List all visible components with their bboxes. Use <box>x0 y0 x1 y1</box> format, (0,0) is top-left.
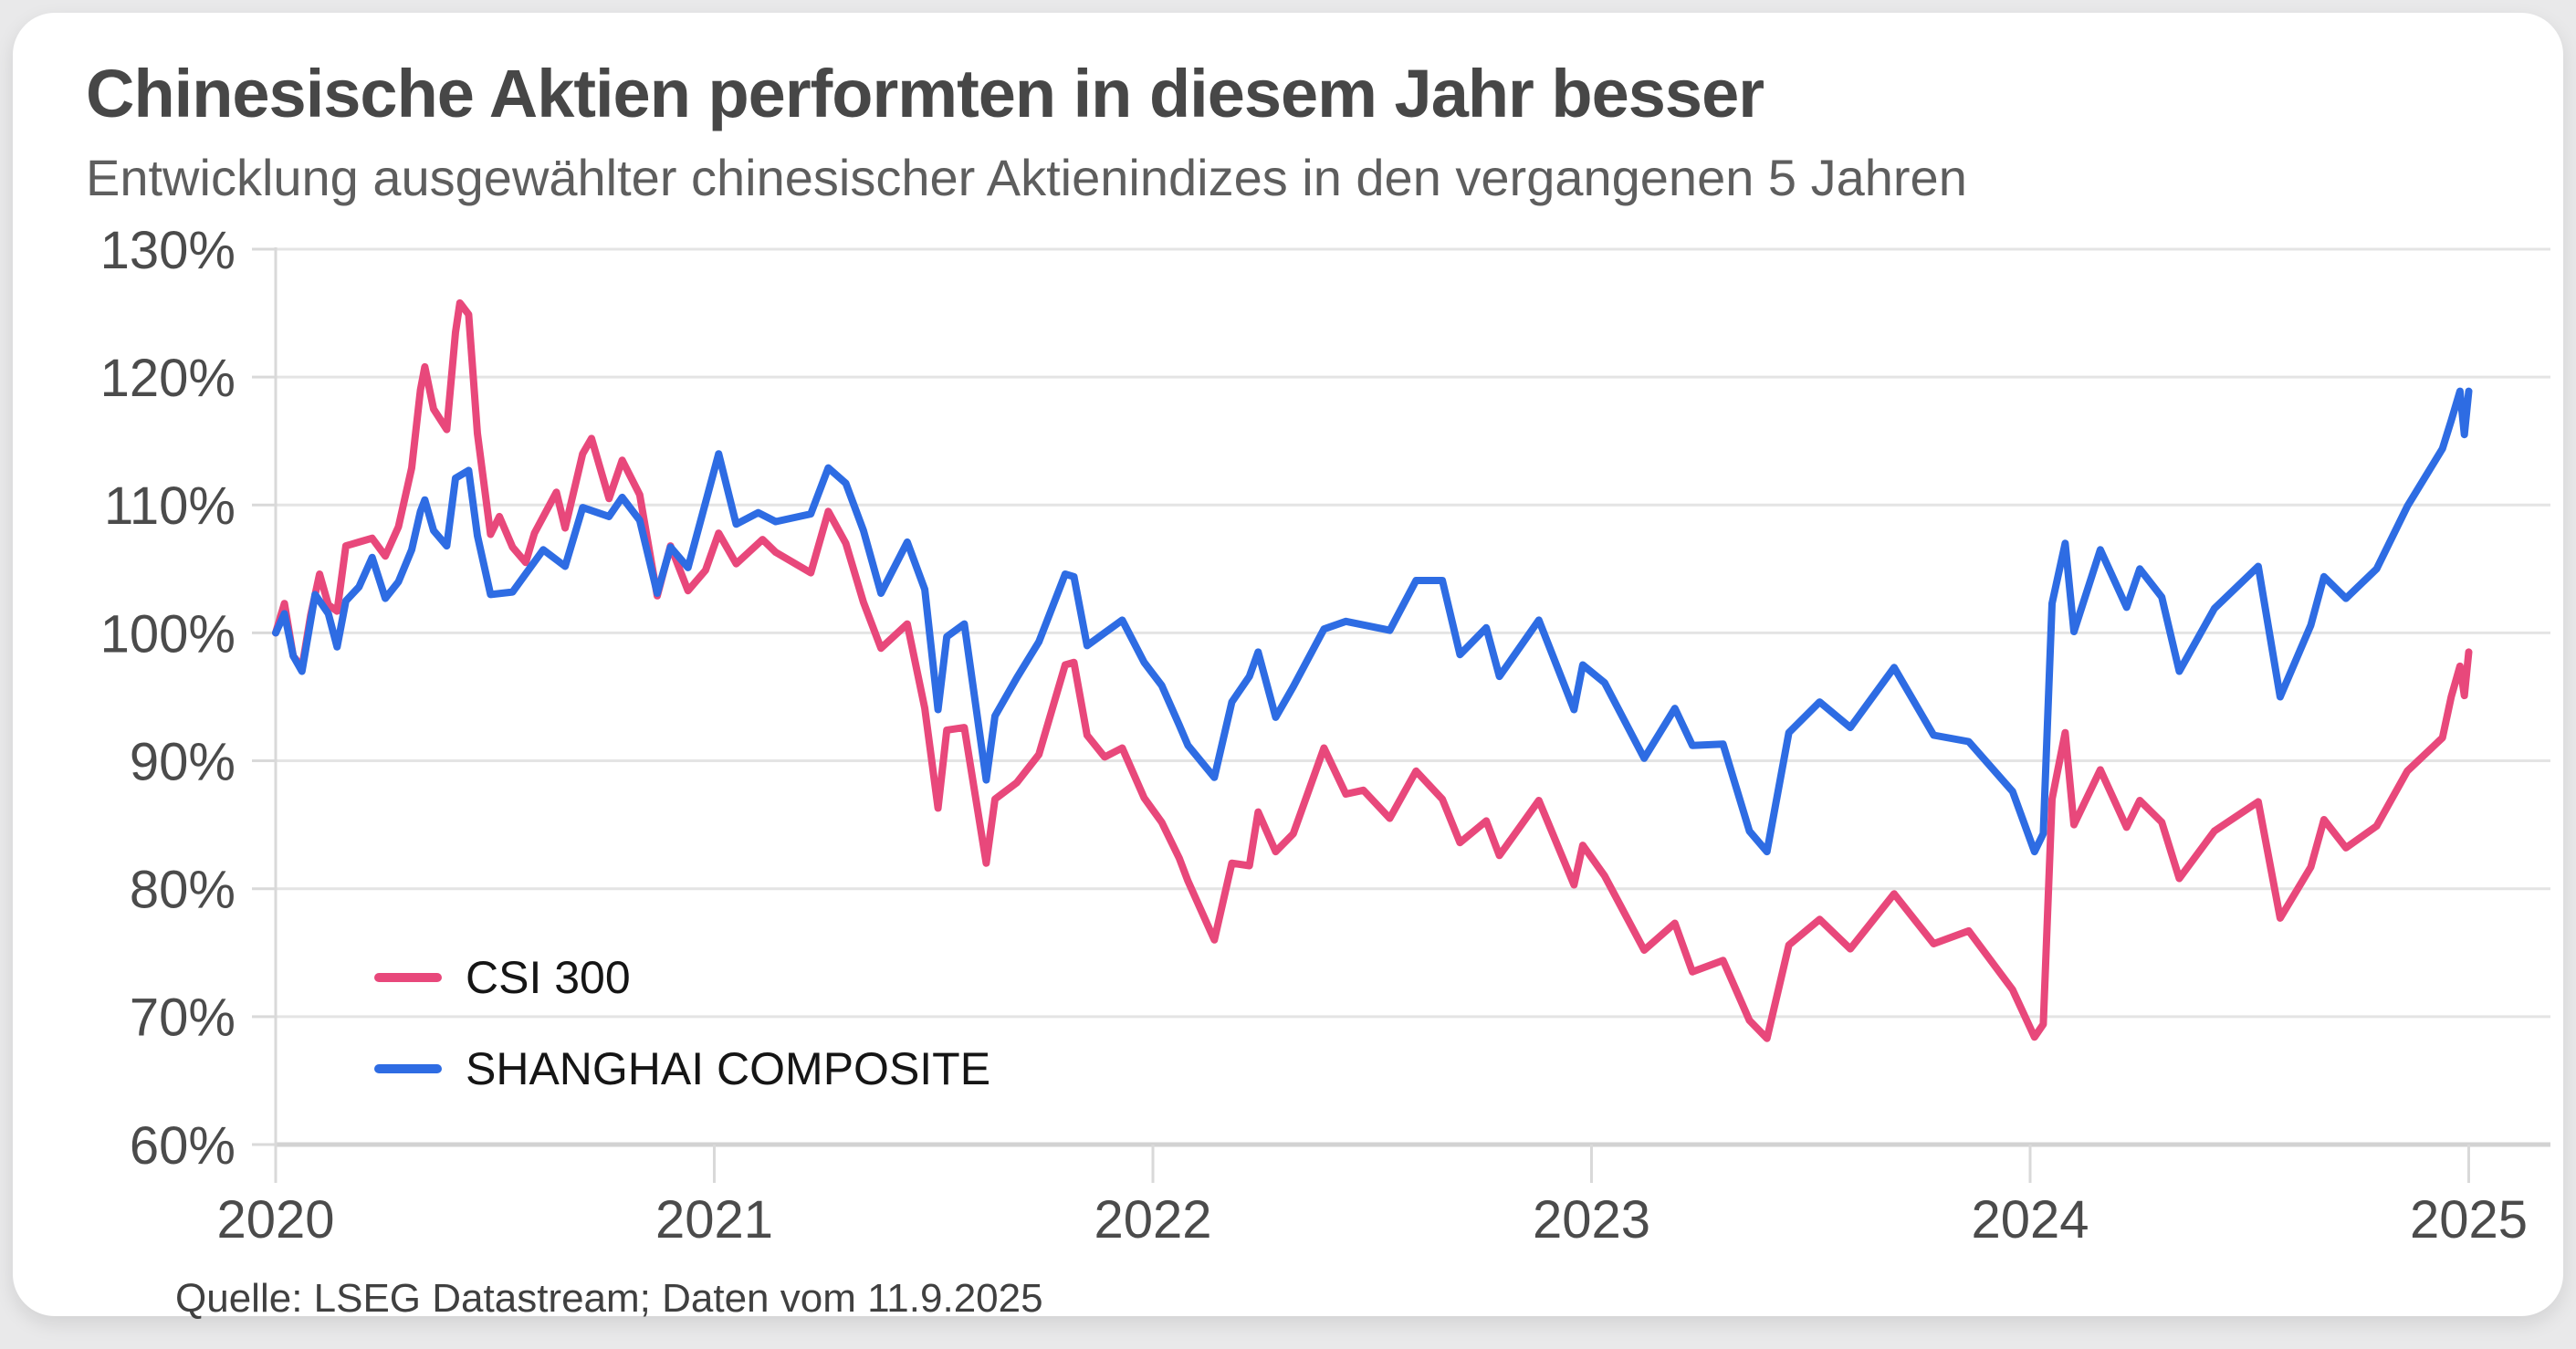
series-line-csi-300 <box>272 298 2473 1042</box>
chart-legend: CSI 300 SHANGHAI COMPOSITE <box>374 949 990 1132</box>
legend-item-shanghai-composite: SHANGHAI COMPOSITE <box>374 1041 990 1097</box>
x-axis-label-2025: 2025 <box>2410 1190 2528 1250</box>
y-axis-label-120: 120% <box>100 349 236 408</box>
chart-card: Chinesische Aktien performten in diesem … <box>13 13 2563 1321</box>
series-line-shanghai-composite <box>272 387 2473 856</box>
y-axis-label-100: 100% <box>100 604 236 664</box>
y-axis-label-130: 130% <box>100 221 236 280</box>
x-axis-label-2023: 2023 <box>1533 1190 1650 1250</box>
csi300-line-swatch <box>374 973 442 982</box>
legend-label-csi300: CSI 300 <box>466 952 631 1003</box>
y-axis-label-80: 80% <box>130 861 236 920</box>
chart-subtitle: Entwicklung ausgewählter chinesischer Ak… <box>86 149 1967 206</box>
shanghai-composite-line-swatch <box>374 1064 442 1073</box>
y-axis-label-70: 70% <box>130 988 236 1048</box>
y-axis-label-60: 60% <box>130 1116 236 1176</box>
y-axis-label-90: 90% <box>130 732 236 791</box>
x-axis-label-2021: 2021 <box>655 1190 773 1250</box>
source-note: Quelle: LSEG Datastream; Daten vom 11.9.… <box>175 1276 1043 1321</box>
y-axis-label-110: 110% <box>104 476 236 536</box>
legend-label-shanghai-composite: SHANGHAI COMPOSITE <box>466 1043 991 1094</box>
x-axis-label-2020: 2020 <box>216 1190 334 1250</box>
page-title: Chinesische Aktien performten in diesem … <box>86 56 1764 131</box>
line-chart: 130% 120% 110% 100% 90% 80% 70% 60% 2020 2021 2022… <box>100 221 2550 1250</box>
x-axis-label-2022: 2022 <box>1094 1190 1211 1250</box>
legend-item-csi300: CSI 300 <box>374 949 990 1006</box>
x-axis-label-2024: 2024 <box>1971 1190 2089 1250</box>
